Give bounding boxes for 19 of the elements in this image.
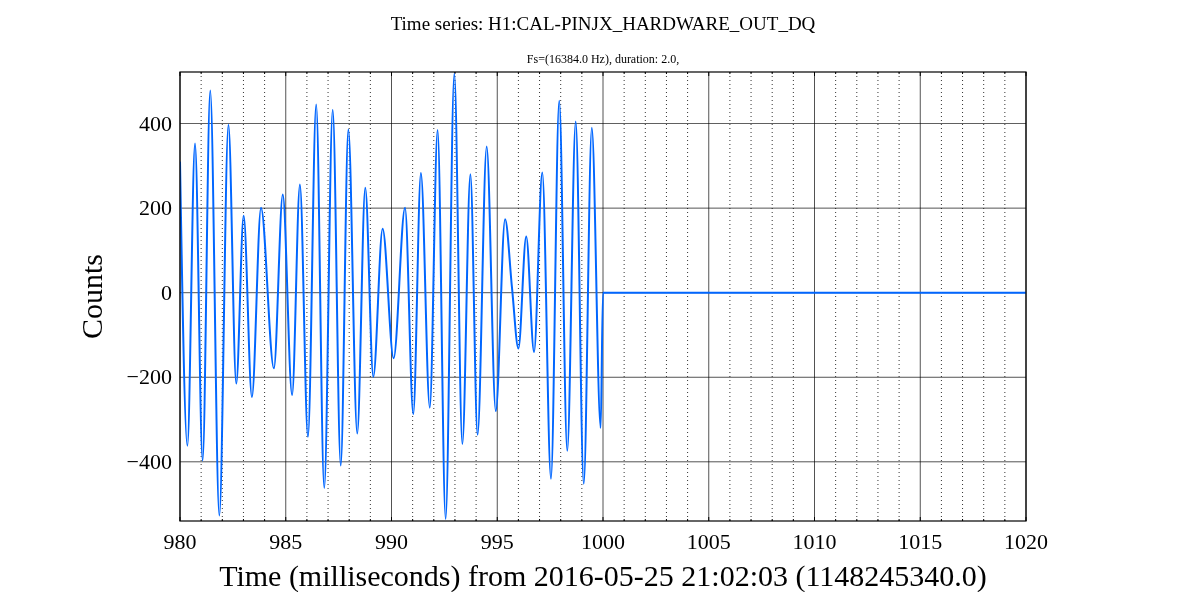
y-tick-label: 0 xyxy=(161,279,172,305)
y-tick-label: −200 xyxy=(126,364,172,390)
x-tick-label: 1020 xyxy=(1004,529,1048,554)
y-tick-label: 400 xyxy=(139,110,172,136)
x-tick-label: 1010 xyxy=(792,529,837,554)
x-axis-title: Time (milliseconds) from 2016-05-25 21:02:03 (1148245340.0) xyxy=(219,559,987,593)
y-tick-label: 200 xyxy=(139,195,172,221)
chart-title: Time series: H1:CAL-PINJX_HARDWARE_OUT_DQ xyxy=(390,13,816,34)
x-tick-label: 1005 xyxy=(686,529,731,554)
line-series xyxy=(180,72,1026,520)
x-tick-label: 990 xyxy=(375,529,408,554)
x-tick-label: 980 xyxy=(163,529,197,554)
y-tick-label: −400 xyxy=(126,448,172,474)
chart-subtitle: Fs=(16384.0 Hz), duration: 2.0, xyxy=(526,52,680,66)
x-tick-label: 985 xyxy=(269,529,303,554)
y-axis-title: Counts xyxy=(75,253,108,340)
x-tick-label: 1015 xyxy=(898,529,943,554)
x-tick-label: 1000 xyxy=(581,529,625,554)
x-tick-label: 995 xyxy=(480,529,514,554)
